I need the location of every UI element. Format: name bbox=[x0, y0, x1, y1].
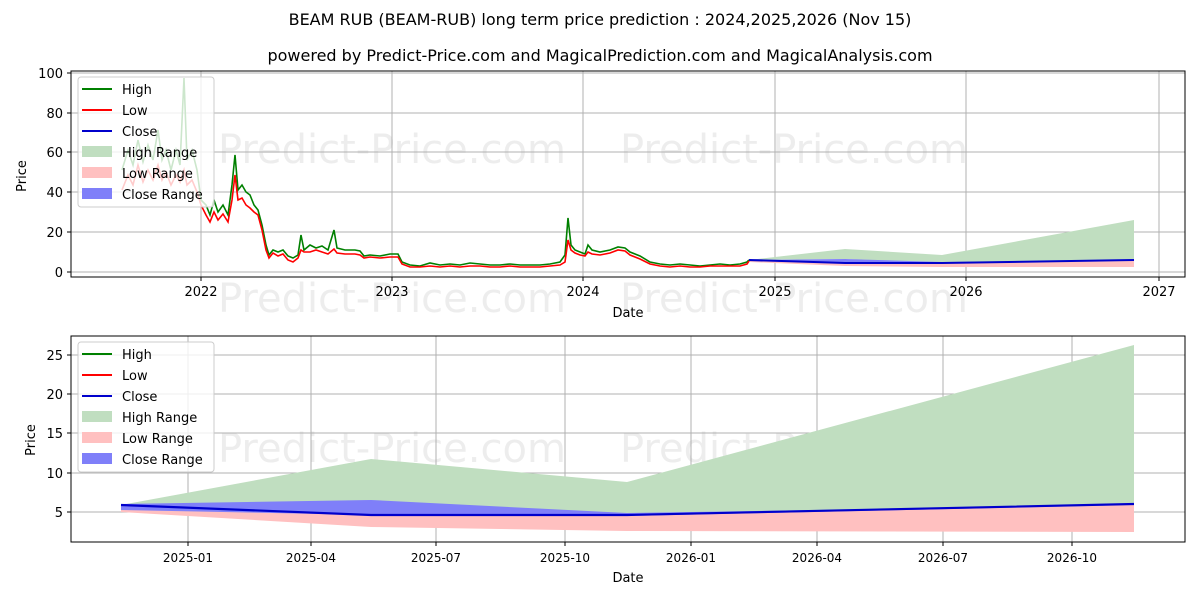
y-axis-label: Price bbox=[15, 160, 30, 192]
legend-label: High Range bbox=[122, 411, 197, 426]
x-tick-label: 2025-10 bbox=[540, 551, 590, 565]
close-line bbox=[748, 259, 1135, 264]
low-range-area bbox=[121, 505, 1134, 532]
y-tick-label: 0 bbox=[55, 266, 63, 281]
y-tick-label: 100 bbox=[38, 67, 63, 82]
plot-frame bbox=[70, 70, 1186, 278]
close-range-area bbox=[121, 500, 1134, 516]
y-axis-label: Price bbox=[24, 424, 39, 456]
x-axis-label: Date bbox=[612, 571, 643, 586]
y-tick-label: 40 bbox=[46, 186, 63, 201]
watermark: Predict-Price.com bbox=[620, 276, 968, 322]
legend-low-range-swatch bbox=[82, 432, 112, 443]
legend-label: Low Range bbox=[122, 432, 193, 447]
y-tick-label: 10 bbox=[46, 467, 63, 482]
close-line bbox=[120, 502, 1135, 517]
x-tick-label: 2024 bbox=[566, 285, 599, 300]
x-tick-label: 2025-07 bbox=[411, 551, 461, 565]
legend-low-range-swatch bbox=[82, 167, 112, 178]
legend: High Low Close High Range Low Range Clos… bbox=[77, 76, 215, 208]
watermark: Predict-Price.com bbox=[620, 127, 968, 173]
chart-subtitle: powered by Predict-Price.com and Magical… bbox=[267, 46, 933, 65]
low-line bbox=[121, 161, 750, 268]
legend-high-range-swatch bbox=[82, 146, 112, 157]
y-tick-label: 20 bbox=[46, 388, 63, 403]
legend-close-range-swatch bbox=[82, 188, 112, 199]
chart-title: BEAM RUB (BEAM-RUB) long term price pred… bbox=[288, 10, 912, 29]
y-tick-label: 5 bbox=[55, 506, 63, 521]
x-tick-label: 2026-10 bbox=[1047, 551, 1097, 565]
legend: High Low Close High Range Low Range Clos… bbox=[77, 341, 215, 473]
x-axis: 2022 2023 2024 2025 2026 2027 bbox=[184, 277, 1176, 300]
high-range-area bbox=[121, 345, 1134, 516]
legend-label: High bbox=[122, 83, 152, 98]
legend-label: Low Range bbox=[122, 167, 193, 182]
y-tick-label: 20 bbox=[46, 226, 63, 241]
y-tick-label: 15 bbox=[46, 427, 63, 442]
x-tick-label: 2026 bbox=[949, 285, 982, 300]
watermark: Predict-Price.com bbox=[218, 276, 566, 322]
legend-close-range-swatch bbox=[82, 453, 112, 464]
legend-label: Low bbox=[122, 104, 148, 119]
legend-label: Low bbox=[122, 369, 148, 384]
x-axis-label: Date bbox=[612, 306, 643, 321]
legend-label: Close bbox=[122, 125, 157, 140]
y-tick-label: 25 bbox=[46, 349, 63, 364]
y-tick-label: 80 bbox=[46, 107, 63, 122]
x-tick-label: 2026-04 bbox=[792, 551, 842, 565]
x-axis: 2025-01 2025-04 2025-07 2025-10 2026-01 … bbox=[163, 542, 1097, 565]
plot-frame bbox=[70, 335, 1186, 543]
high-range-area bbox=[749, 220, 1134, 263]
x-tick-label: 2025-01 bbox=[163, 551, 213, 565]
forecast-chart: Predict-Price.com Predict-Price.com 5 10… bbox=[24, 335, 1186, 586]
x-tick-label: 2025-04 bbox=[286, 551, 336, 565]
x-tick-label: 2027 bbox=[1142, 285, 1175, 300]
y-tick-label: 60 bbox=[46, 146, 63, 161]
legend-label: Close Range bbox=[122, 453, 203, 468]
x-tick-label: 2026-07 bbox=[918, 551, 968, 565]
legend-label: Close bbox=[122, 390, 157, 405]
y-axis: 5 10 15 20 25 bbox=[46, 349, 71, 521]
legend-label: Close Range bbox=[122, 188, 203, 203]
x-tick-label: 2022 bbox=[184, 285, 217, 300]
legend-high-range-swatch bbox=[82, 411, 112, 422]
y-axis: 0 20 40 60 80 100 bbox=[38, 67, 71, 281]
legend-label: High bbox=[122, 348, 152, 363]
x-tick-label: 2023 bbox=[375, 285, 408, 300]
history-chart: Predict-Price.com Predict-Price.com Pred… bbox=[15, 67, 1186, 322]
x-tick-label: 2025 bbox=[758, 285, 791, 300]
x-tick-label: 2026-01 bbox=[666, 551, 716, 565]
legend-label: High Range bbox=[122, 146, 197, 161]
